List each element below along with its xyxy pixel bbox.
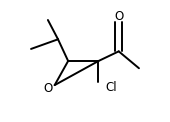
Text: Cl: Cl — [105, 81, 117, 94]
Text: O: O — [114, 10, 123, 23]
Text: O: O — [43, 82, 53, 95]
